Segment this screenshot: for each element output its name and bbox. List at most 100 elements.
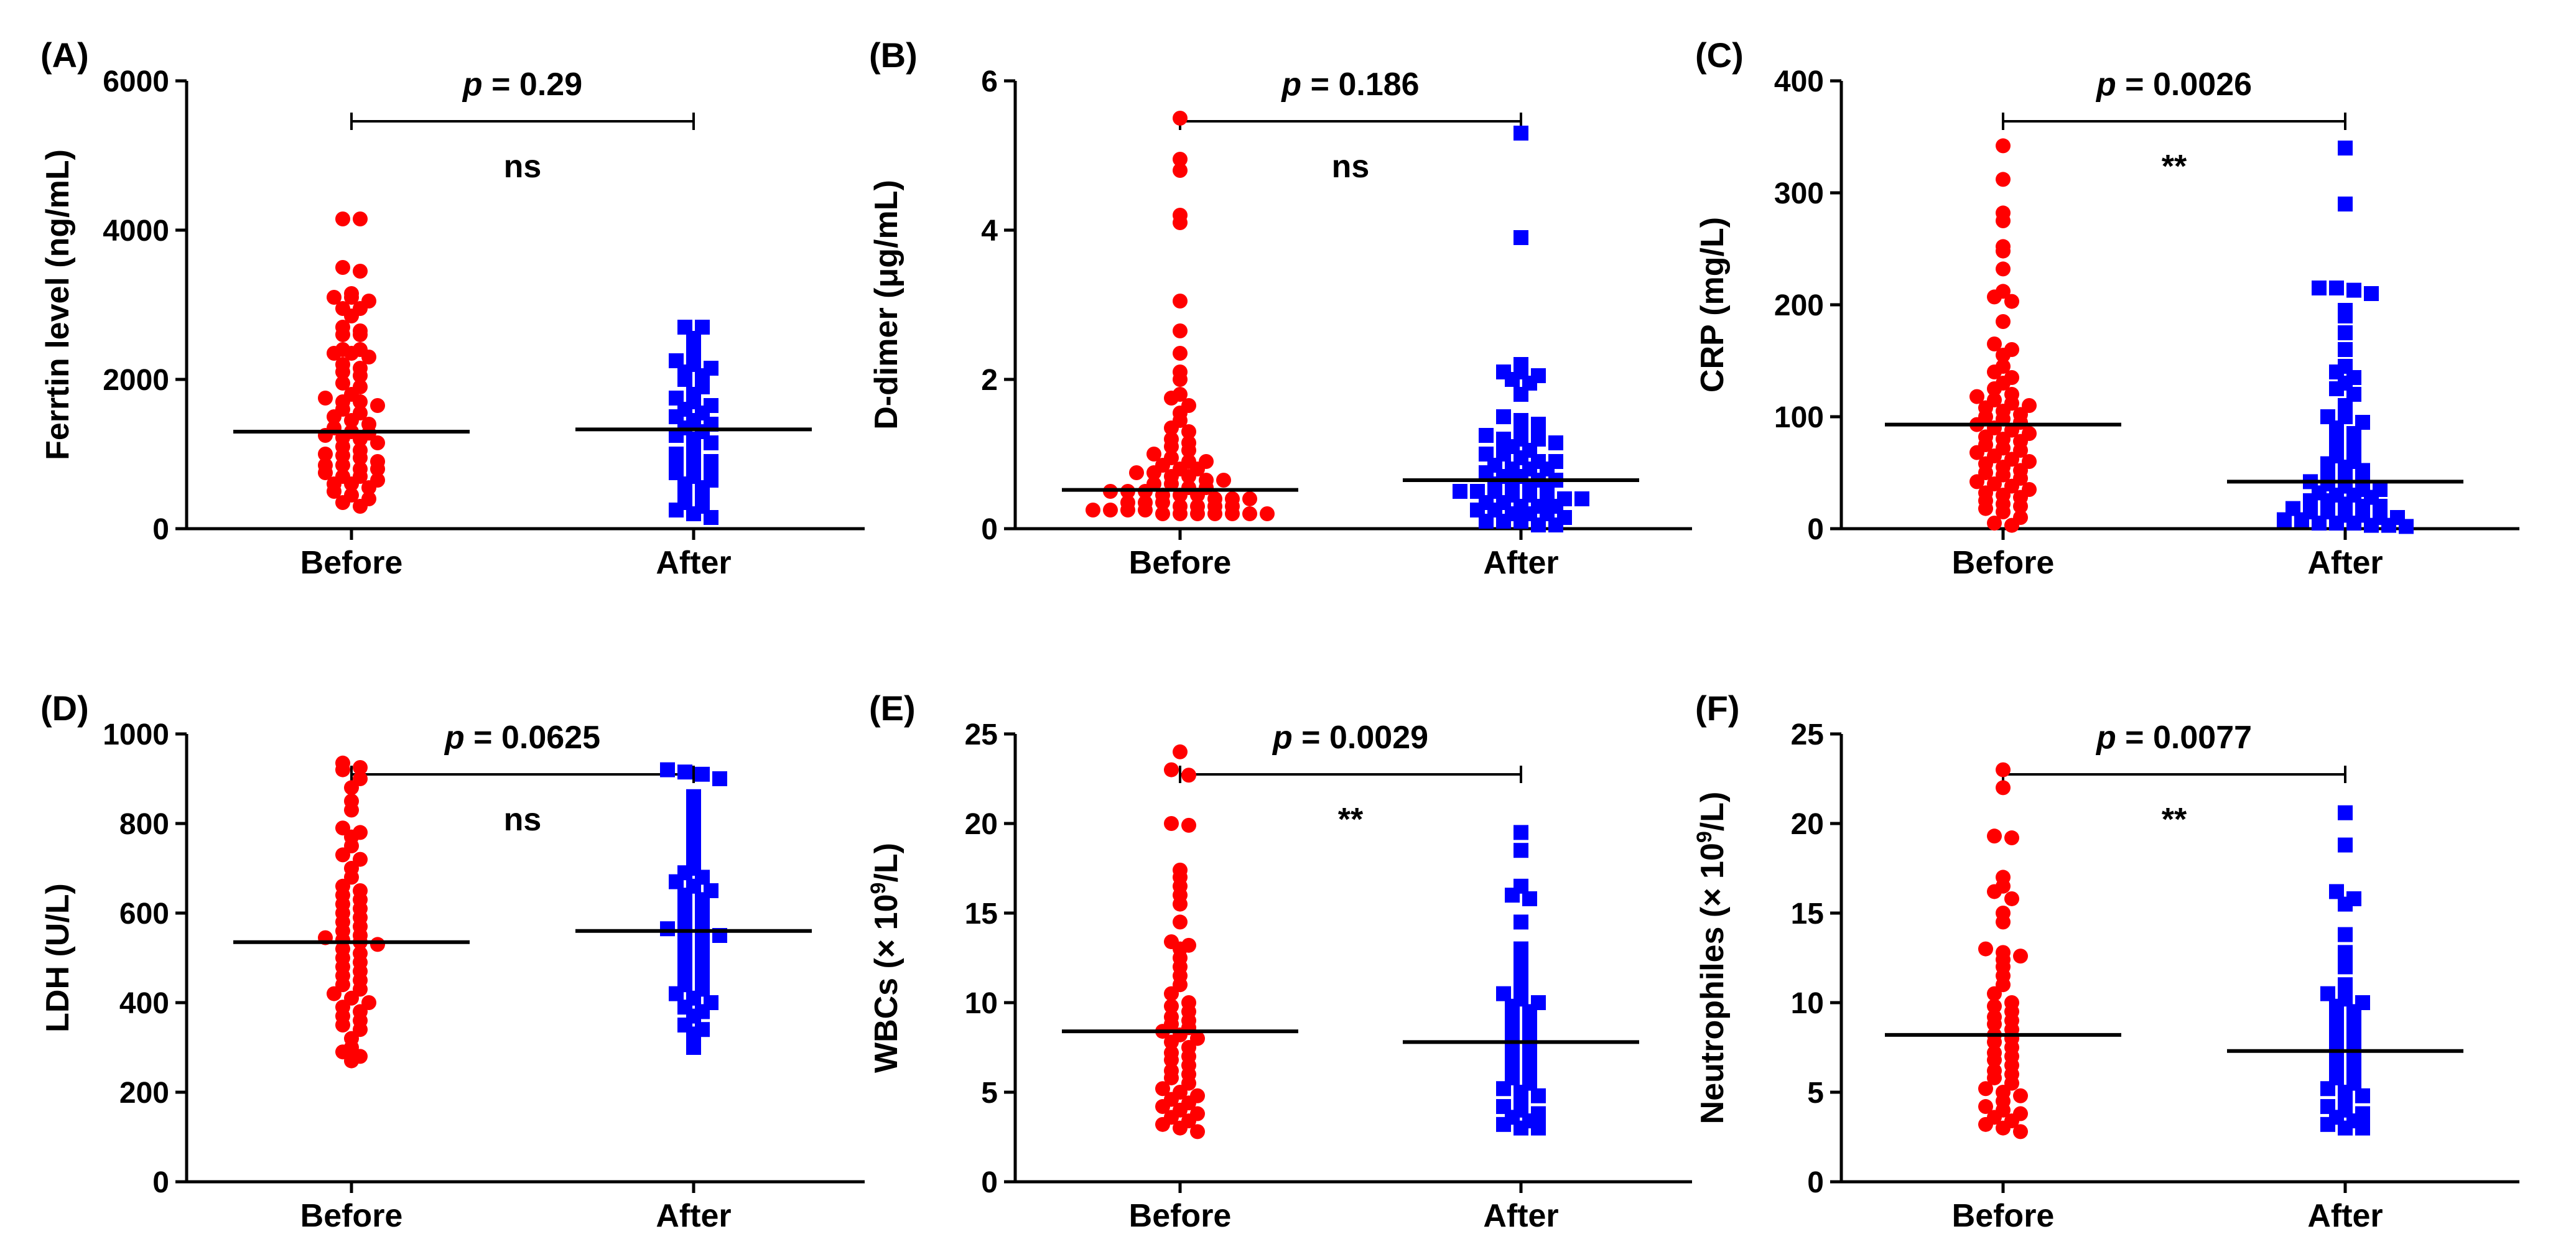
data-point-after bbox=[2355, 1088, 2370, 1103]
data-point-before bbox=[353, 432, 368, 447]
data-point-after bbox=[2329, 281, 2344, 295]
panel-label: (F) bbox=[1695, 689, 1740, 728]
data-point-after bbox=[1531, 1088, 1546, 1103]
data-point-after bbox=[1514, 843, 1528, 858]
data-point-before bbox=[1987, 986, 2002, 1001]
data-point-before bbox=[353, 450, 368, 465]
data-point-before bbox=[1242, 506, 1257, 521]
data-point-before bbox=[1207, 506, 1222, 521]
y-axis-label-part: WBCs (× 10 bbox=[868, 894, 904, 1073]
y-tick-label: 5 bbox=[1807, 1077, 1824, 1110]
significance-marker: ** bbox=[2162, 149, 2187, 185]
data-point-before bbox=[1978, 1116, 1993, 1132]
data-point-before bbox=[344, 476, 359, 491]
y-tick-label: 5 bbox=[981, 1077, 998, 1110]
data-point-before bbox=[353, 264, 368, 279]
data-point-after bbox=[1479, 514, 1494, 529]
y-tick-label: 1000 bbox=[103, 718, 169, 751]
y-tick-label: 800 bbox=[119, 808, 169, 841]
data-point-after bbox=[1514, 514, 1528, 529]
y-tick-label: 400 bbox=[1774, 65, 1824, 98]
data-point-before bbox=[1164, 986, 1179, 1001]
data-point-after bbox=[1505, 372, 1520, 387]
data-point-before bbox=[353, 499, 368, 514]
data-point-before bbox=[1120, 503, 1135, 517]
y-tick-label: 6 bbox=[981, 65, 998, 98]
data-point-before bbox=[1164, 439, 1179, 454]
y-tick-label: 2000 bbox=[103, 364, 169, 397]
data-point-before bbox=[1181, 768, 1196, 783]
data-point-after bbox=[677, 764, 692, 780]
data-point-before bbox=[2013, 499, 2028, 514]
x-category-label-after: After bbox=[1483, 1198, 1558, 1234]
data-point-before bbox=[353, 394, 368, 409]
data-point-before bbox=[1996, 348, 2011, 363]
x-category-label-before: Before bbox=[1129, 1198, 1232, 1234]
data-point-before bbox=[327, 290, 342, 305]
data-point-before bbox=[1996, 504, 2011, 519]
data-point-before bbox=[1164, 1034, 1179, 1050]
data-point-before bbox=[344, 290, 359, 305]
y-tick-label: 0 bbox=[1807, 513, 1824, 546]
data-point-before bbox=[353, 368, 368, 383]
data-point-after bbox=[2320, 986, 2335, 1001]
x-category-label-after: After bbox=[1483, 545, 1558, 581]
y-axis-label-part: LDH (U/L) bbox=[40, 883, 76, 1032]
data-point-before bbox=[1978, 501, 1993, 516]
data-point-before bbox=[1146, 447, 1161, 462]
data-point-before bbox=[318, 447, 333, 462]
data-point-after bbox=[2381, 517, 2396, 533]
data-point-after bbox=[669, 874, 684, 889]
data-point-before bbox=[2004, 294, 2019, 309]
data-point-after bbox=[686, 1026, 701, 1042]
y-tick-label: 600 bbox=[119, 898, 169, 930]
data-point-before bbox=[1996, 172, 2011, 187]
data-point-after bbox=[660, 921, 675, 937]
data-point-before bbox=[1969, 445, 1984, 460]
x-category-label-before: Before bbox=[300, 545, 403, 581]
x-category-label-before: Before bbox=[1952, 1198, 2055, 1234]
p-value: p = 0.0026 bbox=[2095, 67, 2252, 103]
data-point-after bbox=[2312, 516, 2327, 531]
data-point-after bbox=[2320, 1081, 2335, 1097]
y-axis-label-part: D-dimer (μg/mL) bbox=[868, 180, 904, 430]
x-category-label-after: After bbox=[2307, 1198, 2383, 1234]
panel-b: (B) 0 2 4 6 D-dimer (μg/mL) Before After p = 0.1… bbox=[868, 35, 1692, 581]
p-value-number: = 0.0029 bbox=[1293, 720, 1428, 756]
y-tick-label: 0 bbox=[981, 1166, 998, 1199]
data-point-before bbox=[1987, 516, 2002, 531]
data-point-after bbox=[1496, 1081, 1511, 1097]
significance-marker: ns bbox=[1332, 149, 1370, 185]
y-tick-label: 0 bbox=[152, 513, 169, 546]
data-point-before bbox=[361, 480, 376, 495]
data-point-before bbox=[2013, 1124, 2028, 1139]
data-point-after bbox=[1514, 914, 1528, 930]
data-point-after bbox=[1514, 230, 1528, 245]
data-point-before bbox=[327, 484, 342, 499]
data-point-before bbox=[1987, 1034, 2002, 1050]
y-axis-label: CRP (mg/L) bbox=[1695, 217, 1731, 392]
data-point-after bbox=[2338, 141, 2353, 155]
data-point-after bbox=[1548, 517, 1563, 532]
y-axis-label: D-dimer (μg/mL) bbox=[868, 180, 904, 430]
panel-label: (E) bbox=[869, 689, 916, 728]
p-value-symbol: p bbox=[2095, 67, 2116, 103]
data-point-before bbox=[1164, 1070, 1179, 1085]
panel-d: (D) 0 200 400 600 800 1000 LDH (U/L) Before After… bbox=[40, 689, 865, 1234]
data-point-after bbox=[2364, 517, 2379, 533]
data-point-after bbox=[2346, 282, 2361, 298]
data-point-after bbox=[2338, 325, 2353, 340]
data-point-after bbox=[686, 1040, 701, 1055]
data-point-before bbox=[1155, 1116, 1170, 1132]
data-point-after bbox=[1574, 491, 1589, 506]
data-point-after bbox=[686, 506, 701, 521]
data-point-after bbox=[704, 435, 718, 450]
data-point-before bbox=[1173, 294, 1188, 309]
panel-c: (C) 0 100 200 300 400 CRP (mg/L) Before After p =… bbox=[1695, 35, 2519, 581]
data-point-before bbox=[344, 346, 359, 361]
data-point-before bbox=[1155, 1081, 1170, 1097]
panel-f: (F) 0 5 10 15 20 25 Neutrophiles (× 109/L) Befor… bbox=[1693, 689, 2519, 1234]
data-point-before bbox=[1969, 474, 1984, 490]
data-point-before bbox=[1987, 289, 2002, 305]
data-point-before bbox=[1987, 884, 2002, 899]
